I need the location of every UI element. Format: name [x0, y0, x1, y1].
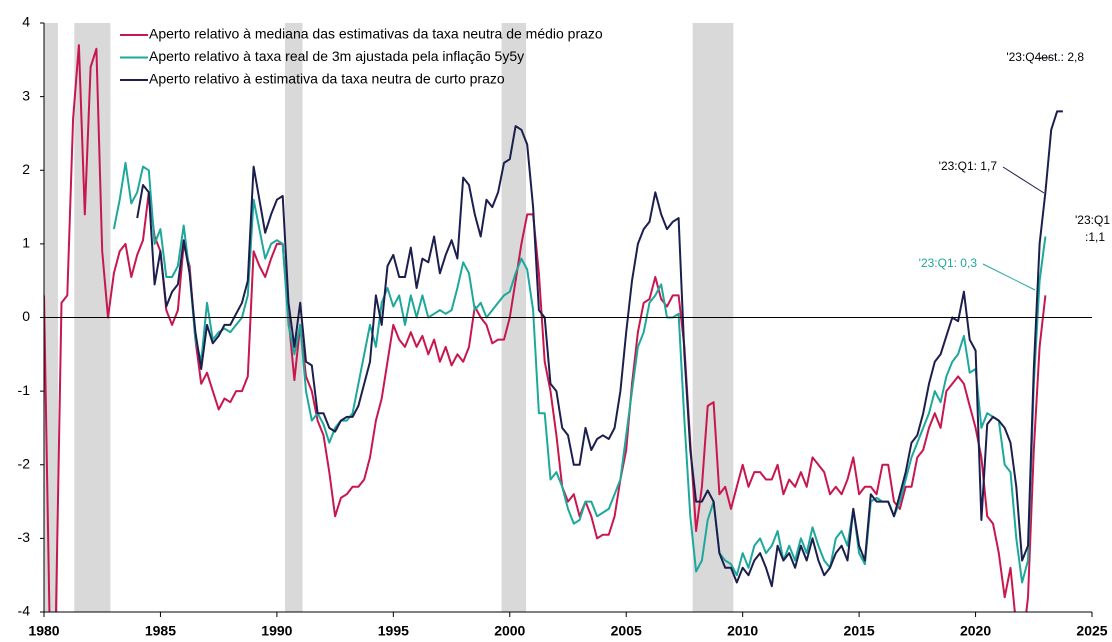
series-line [44, 44, 1047, 612]
x-tick-label: 2025 [1076, 623, 1107, 639]
x-tick-label: 1980 [28, 623, 59, 639]
annotation: :1,1 [1085, 230, 1105, 244]
x-tick-label: 2020 [960, 623, 991, 639]
series-line [112, 161, 1047, 584]
connector [982, 263, 1036, 291]
y-tick-label: 0 [22, 308, 30, 324]
y-tick-label: -4 [18, 603, 31, 619]
x-tick-label: 2015 [844, 623, 875, 639]
y-tick-label: 1 [22, 235, 30, 251]
annotation: '23:Q1 [1075, 213, 1110, 227]
x-tick-label: 2000 [494, 623, 525, 639]
y-tick-label: 3 [22, 87, 30, 103]
connector [1002, 166, 1045, 194]
y-tick-label: 2 [22, 161, 30, 177]
y-tick-label: -3 [18, 529, 31, 545]
annotation: '23:Q4est.: 2,8 [1006, 50, 1084, 64]
legend-label: Aperto relativo à estimativa da taxa neu… [149, 71, 505, 87]
series-line [136, 110, 1063, 588]
annotation: '23:Q1: 0,3 [919, 256, 978, 270]
annotation: '23:Q1: 1,7 [939, 159, 998, 173]
legend: Aperto relativo à mediana das estimativa… [120, 26, 603, 87]
y-tick-label: -1 [18, 382, 31, 398]
x-tick-label: 1985 [145, 623, 176, 639]
x-tick-label: 1990 [261, 623, 292, 639]
lines [44, 44, 1063, 612]
x-tick-label: 2010 [727, 623, 758, 639]
x-tick-label: 2005 [611, 623, 642, 639]
x-tick-label: 1995 [378, 623, 409, 639]
y-tick-label: -2 [18, 455, 31, 471]
legend-label: Aperto relativo à taxa real de 3m ajusta… [149, 48, 524, 64]
axes: -4 -3 -2 -1 0 1 2 3 4 1980 1985 1990 1995 2000 2005 201… [18, 14, 1108, 639]
legend-label: Aperto relativo à mediana das estimativa… [149, 26, 603, 42]
y-tick-label: 4 [22, 14, 30, 30]
